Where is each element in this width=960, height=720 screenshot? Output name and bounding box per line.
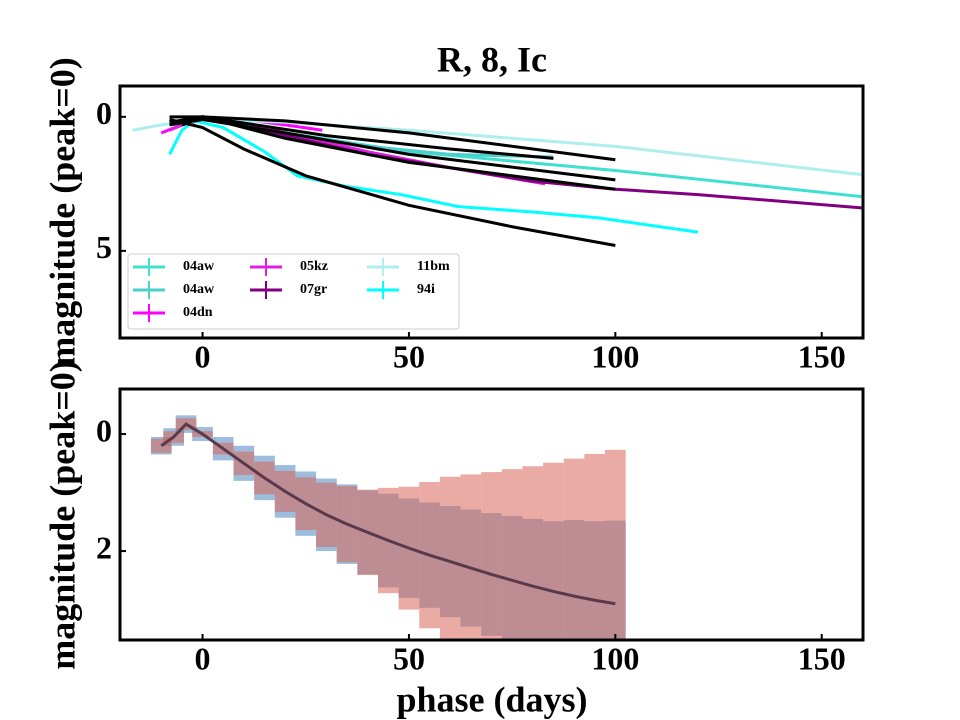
x-tick-label: 50 xyxy=(393,640,425,676)
error-bar xyxy=(481,472,502,640)
axes-frame xyxy=(118,84,865,340)
error-bar xyxy=(584,453,606,640)
legend-label: 04dn xyxy=(183,305,213,320)
series-line xyxy=(181,115,616,191)
x-axis-label: phase (days) xyxy=(396,679,587,719)
y-tick-label: 0 xyxy=(96,95,112,131)
y-axis-label: magnitude (peak=0) xyxy=(42,360,82,670)
plot-area xyxy=(132,115,863,247)
x-tick-label: 100 xyxy=(591,338,639,374)
legend-label: 11bm xyxy=(417,259,450,274)
plot-area xyxy=(150,415,626,640)
legend-label: 05kz xyxy=(300,259,328,274)
legend-label: 04aw xyxy=(183,259,215,274)
legend-label: 94i xyxy=(417,282,435,297)
error-bar xyxy=(460,474,482,640)
y-axis-label: magnitude (peak=0) xyxy=(42,57,82,367)
error-bar xyxy=(522,466,544,640)
x-tick-label: 150 xyxy=(798,640,846,676)
x-tick-label: 100 xyxy=(591,640,639,676)
y-tick-label: 2 xyxy=(96,529,112,565)
y-tick-label: 0 xyxy=(96,412,112,448)
series-line xyxy=(169,115,554,160)
error-bar xyxy=(543,462,564,640)
x-tick-label: 0 xyxy=(195,640,211,676)
error-bar xyxy=(439,476,461,640)
chart-title: R, 8, Ic xyxy=(437,39,547,79)
y-tick-label: 5 xyxy=(96,229,112,265)
x-tick-label: 150 xyxy=(798,338,846,374)
axes-frame xyxy=(118,387,865,642)
error-bar xyxy=(605,449,626,640)
series-line xyxy=(169,115,616,162)
legend-label: 07gr xyxy=(300,282,327,297)
mean-line xyxy=(160,422,616,606)
legend-box xyxy=(127,253,460,330)
legend-label: 04aw xyxy=(183,282,215,297)
series-line xyxy=(169,118,616,247)
error-bar xyxy=(501,469,523,640)
x-tick-label: 50 xyxy=(393,338,425,374)
x-tick-label: 0 xyxy=(195,338,211,374)
